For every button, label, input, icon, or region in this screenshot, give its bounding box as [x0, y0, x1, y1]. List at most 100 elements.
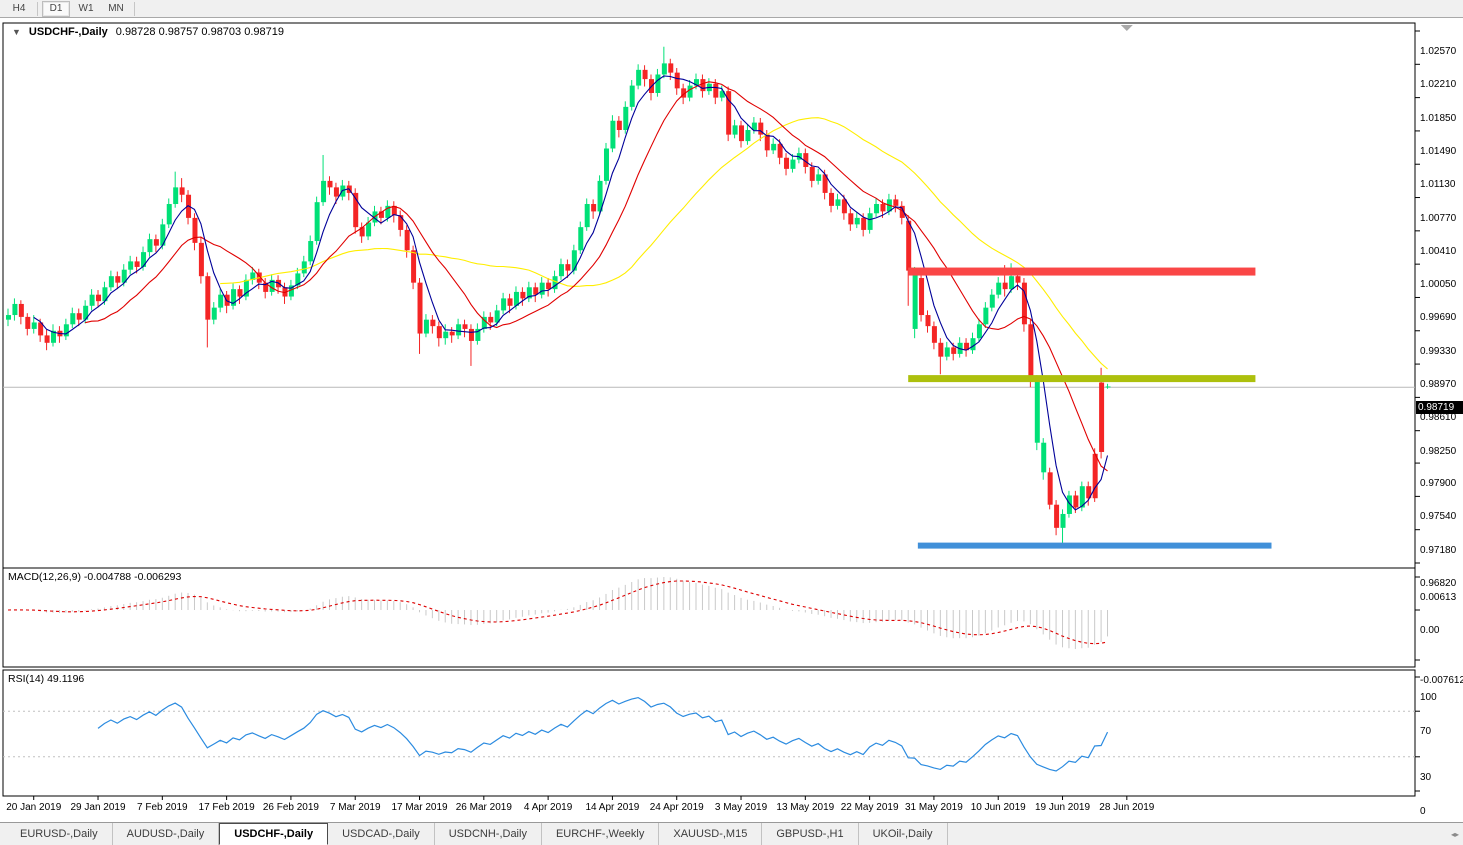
rsi-axis-tick: 0: [1420, 806, 1426, 817]
price-tick: 1.02210: [1420, 79, 1457, 91]
candle-body: [385, 205, 391, 218]
chart-ohlc-values: 0.98728 0.98757 0.98703 0.98719: [115, 26, 284, 38]
candle-body: [218, 294, 224, 308]
candle-body: [31, 322, 37, 329]
candle-body: [391, 205, 397, 216]
candle-body: [121, 269, 127, 283]
chart-tab-ukoil-daily[interactable]: UKOil-,Daily: [859, 823, 948, 845]
price-tick: 0.97180: [1420, 544, 1457, 556]
candle-body: [44, 335, 50, 343]
candle-body: [655, 74, 661, 93]
candle-body: [700, 79, 706, 92]
candle-body: [726, 91, 732, 135]
chart-tab-usdcad-daily[interactable]: USDCAD-,Daily: [328, 823, 435, 845]
macd-axis-tick: 0.00: [1420, 625, 1440, 636]
candle-body: [481, 316, 487, 329]
current-price-label: 0.98719: [1416, 401, 1463, 415]
candle-body: [867, 213, 873, 230]
candle-body: [694, 79, 700, 86]
candle-body: [1105, 386, 1111, 388]
support-olive[interactable]: [908, 375, 1256, 383]
candle-body: [288, 285, 294, 297]
chart-canvas[interactable]: [0, 21, 1463, 822]
candle-body: [1092, 453, 1098, 499]
timeframe-button-w1[interactable]: W1: [78, 3, 94, 14]
chart-tab-usdchf-daily[interactable]: USDCHF-,Daily: [219, 823, 329, 845]
date-tick-label: 28 Jun 2019: [1099, 802, 1155, 813]
candle-body: [192, 217, 198, 243]
resistance-red[interactable]: [908, 267, 1256, 276]
support-blue[interactable]: [917, 542, 1272, 549]
candle-body: [443, 331, 449, 339]
candle-body: [816, 174, 822, 181]
candle-body: [250, 272, 256, 280]
candle-body: [456, 324, 462, 336]
chart-tab-eurusd-daily[interactable]: EURUSD-,Daily: [6, 823, 113, 845]
candle-body: [938, 342, 944, 357]
candle-body: [681, 88, 687, 98]
candle-body: [1002, 282, 1008, 290]
price-tick: 0.98250: [1420, 445, 1457, 457]
candle-body: [571, 250, 577, 271]
candle-body: [76, 313, 82, 320]
date-tick-label: 26 Feb 2019: [262, 802, 319, 813]
macd-signal-line: [7, 580, 1108, 645]
timeframe-button-mn[interactable]: MN: [108, 3, 124, 14]
macd-panel-border: [2, 567, 1416, 668]
chart-tab-gbpusd-h1[interactable]: GBPUSD-,H1: [762, 823, 859, 845]
price-tick: 0.96820: [1420, 578, 1457, 589]
candle-body: [301, 261, 307, 274]
date-tick-label: 26 Mar 2019: [455, 802, 512, 813]
date-tick-label: 24 Apr 2019: [649, 802, 704, 813]
candle-body: [1041, 442, 1047, 473]
candle-body: [1034, 379, 1040, 443]
candle-body: [243, 279, 249, 297]
candle-body: [584, 204, 590, 228]
price-tick: 0.99330: [1420, 345, 1457, 357]
chart-tab-audusd-daily[interactable]: AUDUSD-,Daily: [113, 823, 220, 845]
price-tick: 0.97900: [1420, 478, 1457, 490]
candle-body: [462, 324, 468, 329]
candle-body: [1060, 513, 1066, 528]
tab-scroll-buttons[interactable]: ◂▸: [1450, 829, 1460, 839]
ma-mid-line: [85, 81, 1108, 472]
candle-body: [359, 227, 365, 237]
candle-body: [83, 305, 89, 320]
candle-body: [771, 143, 777, 151]
candle-body: [295, 273, 301, 286]
candle-body: [51, 330, 57, 343]
candle-body: [829, 192, 835, 206]
timeframe-button-h4[interactable]: H4: [12, 3, 26, 14]
scroll-end-marker-icon[interactable]: [1120, 25, 1133, 31]
date-tick-label: 10 Jun 2019: [970, 802, 1026, 813]
chart-tab-eurchf-weekly[interactable]: EURCHF-,Weekly: [542, 823, 660, 845]
price-tick: 0.99690: [1420, 312, 1457, 324]
candle-body: [854, 217, 860, 225]
price-tick: 1.01490: [1420, 145, 1457, 157]
candle-body: [610, 120, 616, 149]
main-panel-border: [2, 22, 1416, 569]
candle-body: [160, 224, 166, 246]
chart-tab-usdcnh-daily[interactable]: USDCNH-,Daily: [435, 823, 542, 845]
candle-body: [378, 211, 384, 218]
candle-body: [636, 69, 642, 86]
candle-body: [141, 252, 147, 267]
rsi-axis-tick: 70: [1420, 726, 1432, 738]
candle-body: [430, 319, 436, 327]
candle-body: [874, 204, 880, 214]
candle-body: [1009, 276, 1015, 290]
rsi-line: [97, 696, 1109, 772]
candle-body: [423, 319, 429, 334]
candle-body: [12, 303, 18, 316]
candle-body: [327, 180, 333, 188]
price-tick: 1.01130: [1420, 179, 1456, 191]
candle-body: [340, 185, 346, 197]
candle-body: [96, 294, 102, 302]
chart-dropdown-icon[interactable]: ▼: [12, 27, 21, 37]
timeframe-button-d1[interactable]: D1: [42, 0, 70, 17]
candle-body: [719, 91, 725, 98]
chart-tab-xauusd-m15[interactable]: XAUUSD-,M15: [659, 823, 763, 845]
candle-body: [803, 153, 809, 168]
date-tick-label: 3 May 2019: [714, 802, 768, 813]
candle-body: [976, 324, 982, 339]
